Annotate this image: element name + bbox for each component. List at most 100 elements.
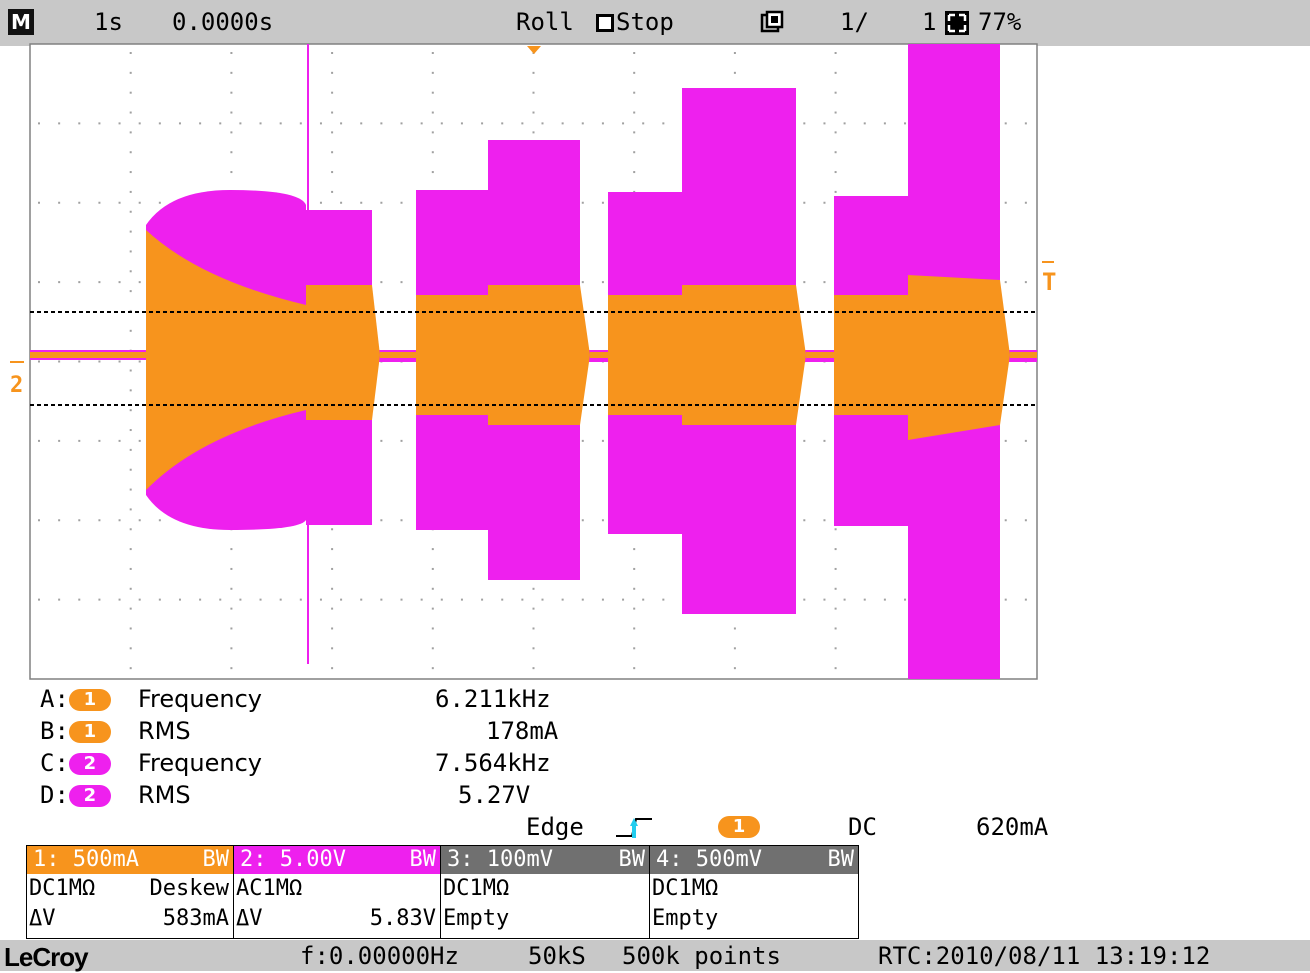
graticule-dot [239, 599, 241, 601]
graticule-dot [130, 250, 132, 252]
graticule-dot [130, 608, 132, 610]
graticule-dot [119, 361, 121, 363]
graticule-dot [633, 131, 635, 133]
graticule-dot [98, 361, 100, 363]
graticule-dot [823, 281, 825, 283]
graticule-dot [835, 52, 837, 54]
graticule-dot [331, 568, 333, 570]
graticule-dot [38, 122, 40, 124]
measurement-id: C: [40, 749, 69, 777]
graticule-dot [98, 202, 100, 204]
graticule-dot [844, 599, 846, 601]
graticule-dot [78, 519, 80, 521]
graticule-dot [602, 440, 604, 442]
graticule-dot [401, 281, 403, 283]
trigger-descriptor[interactable]: Edge 1 DC 620mA [526, 812, 584, 842]
graticule-dot [461, 599, 463, 601]
graticule-dot [58, 122, 60, 124]
measurement-row-b[interactable]: B: 1 RMS 178mA [40, 716, 111, 746]
graticule-dot [331, 191, 333, 193]
graticule-dot [542, 599, 544, 601]
graticule-dot [159, 122, 161, 124]
graticule-dot [331, 72, 333, 74]
graticule-dot [533, 112, 535, 114]
graticule-dot [501, 122, 503, 124]
graticule-dot [622, 122, 624, 124]
graticule-dot [139, 281, 141, 283]
ch2-ground-marker[interactable]: 2 [10, 373, 23, 398]
graticule-dot [219, 599, 221, 601]
graticule-dot [139, 440, 141, 442]
graticule-dot [331, 608, 333, 610]
channel-1-descriptor[interactable]: 1: 500mA BW DC1MΩ Deskew ΔV 583mA [26, 845, 234, 939]
channel-coupling-line: DC1MΩ [441, 874, 649, 904]
graticule-dot [441, 599, 443, 601]
graticule-dot [602, 202, 604, 204]
graticule-dot [360, 202, 362, 204]
graticule-dot [38, 361, 40, 363]
graticule-dot [401, 202, 403, 204]
graticule-dot [230, 647, 232, 649]
graticule-dot [432, 627, 434, 629]
measurement-id: D: [40, 781, 69, 809]
graticule-dot [562, 599, 564, 601]
graticule-dot [58, 361, 60, 363]
graticule-dot [461, 122, 463, 124]
graticule-dot [823, 599, 825, 601]
graticule-dot [1025, 599, 1027, 601]
graticule-dot [602, 281, 604, 283]
channel-4-descriptor[interactable]: 4: 500mV BW DC1MΩ Empty [649, 845, 859, 939]
measurement-value: 6.211kHz [435, 684, 551, 714]
graticule-dot [835, 608, 837, 610]
graticule-dot [130, 92, 132, 94]
graticule-dot [130, 588, 132, 590]
graticule-dot [633, 151, 635, 153]
graticule-dot [130, 489, 132, 491]
graticule-dot [533, 588, 535, 590]
graticule-dot [533, 627, 535, 629]
graticule-dot [230, 627, 232, 629]
measurement-value: 178mA [486, 716, 558, 746]
graticule-dot [78, 122, 80, 124]
graticule-dot [803, 281, 805, 283]
channel-2-descriptor[interactable]: 2: 5.00V BW AC1MΩ ΔV 5.83V [233, 845, 441, 939]
graticule-dot [58, 202, 60, 204]
graticule-dot [401, 599, 403, 601]
graticule-dot [835, 92, 837, 94]
channel-3-descriptor[interactable]: 3: 100mV BW DC1MΩ Empty [440, 845, 650, 939]
measurement-row-d[interactable]: D: 2 RMS 5.27V [40, 780, 111, 810]
graticule-dot [562, 122, 564, 124]
channel-coupling-line: AC1MΩ [234, 874, 440, 904]
graticule-dot [1025, 281, 1027, 283]
trigger-source-badge: 1 [718, 816, 760, 838]
graticule-dot [803, 599, 805, 601]
record-points: 500k points [622, 942, 781, 970]
graticule-dot [380, 281, 382, 283]
graticule-dot [533, 92, 535, 94]
graticule-dot [633, 171, 635, 173]
graticule-dot [642, 122, 644, 124]
graticule-dot [130, 290, 132, 292]
graticule-dot [803, 202, 805, 204]
graticule-dot [835, 151, 837, 153]
trigger-level-marker[interactable]: T [1042, 268, 1056, 296]
graticule-dot [139, 519, 141, 521]
graticule-dot [1005, 281, 1007, 283]
graticule-dot [320, 599, 322, 601]
graticule-dot [803, 519, 805, 521]
graticule-dot [864, 599, 866, 601]
measurement-row-c[interactable]: C: 2 Frequency 7.564kHz [40, 748, 111, 778]
graticule-dot [130, 667, 132, 669]
measurement-param: RMS [138, 716, 191, 746]
channel-delta-line: Empty [650, 904, 858, 934]
channel-delta-line: Empty [441, 904, 649, 934]
graticule-dot [98, 440, 100, 442]
waveform-display[interactable]: T 2 [0, 0, 1310, 700]
graticule-dot [835, 647, 837, 649]
graticule-dot [533, 647, 535, 649]
graticule-dot [432, 548, 434, 550]
graticule-dot [401, 519, 403, 521]
measurement-row-a[interactable]: A: 1 Frequency 6.211kHz [40, 684, 111, 714]
graticule-dot [380, 122, 382, 124]
graticule-dot [230, 171, 232, 173]
